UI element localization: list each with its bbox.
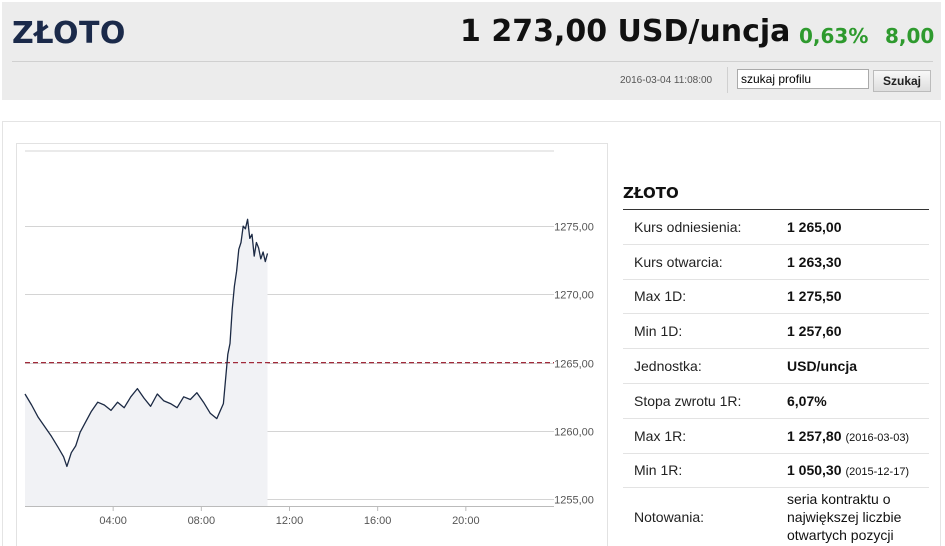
toolbar-separator — [727, 67, 728, 93]
info-row-value-text: 1 263,30 — [787, 253, 842, 270]
price-chart: 1255,00 1260,00 1265,00 1270,00 1275,00 04:00… — [24, 150, 594, 527]
y-tick-label: 1260,00 — [554, 427, 594, 439]
info-row: Min 1R: 1 050,30 (2015-12-17) — [623, 454, 929, 489]
info-row-value: 1 265,00 — [787, 219, 842, 235]
info-row: Kurs odniesienia: 1 265,00 — [623, 210, 929, 245]
header-divider — [12, 61, 933, 62]
info-row-value-text: USD/uncja — [787, 358, 858, 375]
price-display: 1 273,00 USD/uncja — [460, 14, 791, 49]
quote-timestamp: 2016-03-04 11:08:00 — [620, 75, 713, 86]
info-row-label: Notowania: — [634, 509, 705, 526]
info-row-value-text: 1 050,30 — [787, 462, 842, 479]
info-row-value: 1 050,30 (2015-12-17) — [787, 462, 909, 478]
info-row-value: 1 257,80 (2016-03-03) — [787, 428, 909, 444]
x-tick-label: 16:00 — [364, 515, 392, 527]
info-row-label: Kurs odniesienia: — [634, 218, 742, 235]
info-row-label: Kurs otwarcia: — [634, 253, 723, 270]
info-row-value: 1 275,50 — [787, 288, 842, 304]
chart-frame — [16, 143, 608, 546]
x-tick-label: 12:00 — [276, 515, 304, 527]
series-area — [25, 219, 268, 507]
y-tick-label: 1275,00 — [554, 222, 594, 234]
info-row-value-text: 1 257,80 — [787, 427, 842, 444]
info-row-value-text: 1 257,60 — [787, 323, 842, 340]
info-title: ZŁOTO — [623, 184, 929, 210]
page-title: ZŁOTO — [12, 16, 126, 51]
info-row-label: Min 1R: — [634, 462, 683, 479]
info-row-label: Stopa zwrotu 1R: — [634, 392, 742, 409]
info-row-date: (2015-12-17) — [845, 466, 910, 479]
info-row: Kurs otwarcia: 1 263,30 — [623, 245, 929, 280]
search-button[interactable]: Szukaj — [873, 70, 931, 92]
info-row-value-text: 6,07% — [787, 392, 827, 409]
info-row: Stopa zwrotu 1R: 6,07% — [623, 384, 929, 419]
info-panel: ZŁOTO Kurs odniesienia: 1 265,00 Kurs otwa… — [623, 184, 929, 546]
search-input[interactable] — [737, 69, 869, 89]
x-tick-label: 08:00 — [188, 515, 216, 527]
y-tick-label: 1270,00 — [554, 290, 594, 302]
info-row-value: USD/uncja — [787, 358, 857, 374]
change-percent: 0,63% — [799, 24, 869, 48]
info-row: Max 1R: 1 257,80 (2016-03-03) — [623, 419, 929, 454]
y-tick-label: 1265,00 — [554, 359, 594, 371]
info-row-value: seria kontraktu o największej liczbie ot… — [787, 490, 917, 544]
info-row-label: Max 1R: — [634, 427, 687, 444]
y-tick-label: 1255,00 — [554, 495, 594, 507]
header-bar: ZŁOTO 1 273,00 USD/uncja 0,63% 8,00 — [2, 2, 941, 100]
content-panel — [2, 121, 941, 546]
info-row-date: (2016-03-03) — [845, 431, 910, 444]
series-line — [24, 218, 269, 468]
info-row-label: Max 1D: — [634, 288, 687, 305]
x-tick-label: 20:00 — [452, 515, 480, 527]
info-row: Max 1D: 1 275,50 — [623, 280, 929, 315]
x-tick-label: 04:00 — [99, 515, 127, 527]
info-row-value-text: 1 275,50 — [787, 288, 842, 305]
info-row-label: Jednostka: — [634, 358, 702, 375]
info-row-label: Min 1D: — [634, 323, 683, 340]
change-absolute: 8,00 — [885, 24, 935, 48]
info-row-value: 6,07% — [787, 393, 827, 409]
info-row: Min 1D: 1 257,60 — [623, 314, 929, 350]
info-row: Jednostka: USD/uncja — [623, 349, 929, 384]
info-row-value: 1 263,30 — [787, 254, 842, 270]
info-row-value-text: 1 265,00 — [787, 218, 842, 235]
info-row-value-text: seria kontraktu o największej liczbie ot… — [787, 491, 902, 544]
info-row-value: 1 257,60 — [787, 323, 842, 339]
info-row: Notowania: seria kontraktu o największej … — [623, 488, 929, 546]
